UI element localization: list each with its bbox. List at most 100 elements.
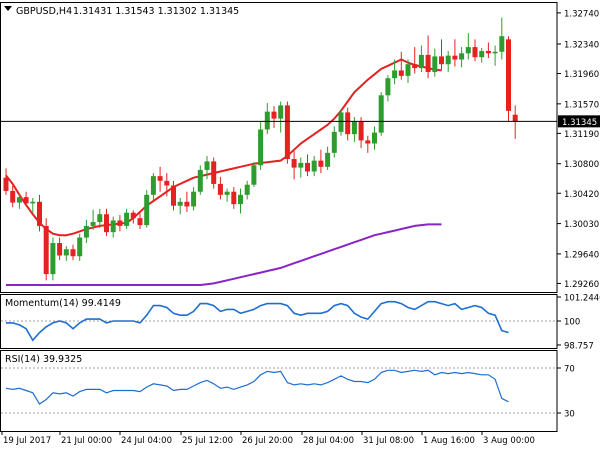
candle-body bbox=[365, 140, 371, 144]
time-axis-label: 25 Jul 12:00 bbox=[182, 436, 233, 446]
candle bbox=[331, 126, 337, 158]
candle-body bbox=[171, 185, 176, 206]
candle-body bbox=[231, 191, 237, 205]
candle bbox=[184, 191, 190, 212]
candle-body bbox=[378, 95, 384, 133]
time-axis-label: 24 Jul 04:00 bbox=[121, 436, 172, 446]
candle bbox=[224, 188, 230, 202]
candle bbox=[392, 59, 398, 85]
price-pane-header: GBPUSD,H4 1.31431 1.31543 1.31302 1.3134… bbox=[4, 6, 239, 17]
candle-body bbox=[3, 177, 9, 191]
candle bbox=[171, 180, 176, 211]
triangle-down-icon bbox=[4, 6, 12, 11]
candle bbox=[418, 45, 424, 72]
candle-body bbox=[506, 39, 511, 111]
candle bbox=[16, 194, 22, 209]
candle bbox=[378, 92, 384, 136]
candle-body bbox=[30, 201, 36, 204]
candle bbox=[164, 173, 170, 197]
candle bbox=[452, 39, 458, 67]
momentum-title: Momentum(14) 99.4149 bbox=[5, 298, 121, 309]
momentum-axis-label: 100 bbox=[564, 318, 580, 328]
candle-body bbox=[10, 190, 16, 203]
moving-average-line-1 bbox=[5, 58, 442, 237]
candle-body bbox=[445, 55, 451, 65]
candle-body bbox=[291, 159, 297, 168]
candle-body bbox=[318, 160, 324, 167]
candle-body bbox=[465, 47, 471, 54]
candle-body bbox=[90, 222, 96, 226]
candle bbox=[439, 39, 444, 71]
price-axis-label: 1.29260 bbox=[564, 280, 599, 290]
time-axis: 19 Jul 2017 21 Jul 00:00 24 Jul 04:00 25 Ju… bbox=[1, 431, 535, 446]
price-axis-label: 1.31190 bbox=[564, 130, 599, 140]
time-axis-label: 3 Aug 00:00 bbox=[483, 436, 535, 446]
candle-body bbox=[137, 218, 143, 226]
candle-body bbox=[284, 105, 290, 160]
candle bbox=[338, 109, 344, 136]
candle-body bbox=[305, 162, 310, 172]
candle-body bbox=[392, 70, 398, 79]
candle-body bbox=[499, 36, 505, 52]
rsi-pane: RSI(14) 39.9325 70 30 bbox=[0, 350, 575, 432]
candle bbox=[298, 157, 304, 178]
candle-body bbox=[432, 56, 438, 72]
candle bbox=[445, 50, 451, 72]
candle-body bbox=[358, 121, 364, 141]
candle-body bbox=[405, 64, 411, 76]
candle-body bbox=[412, 64, 418, 69]
candle-body bbox=[258, 129, 264, 166]
candle bbox=[278, 101, 284, 133]
candle bbox=[499, 17, 505, 60]
time-axis-label: 19 Jul 2017 bbox=[3, 436, 51, 446]
momentum-line bbox=[6, 300, 509, 342]
candle-body bbox=[83, 225, 89, 238]
candle bbox=[311, 155, 317, 177]
candle-body bbox=[150, 176, 156, 195]
candle-body bbox=[77, 237, 83, 257]
candle bbox=[365, 135, 371, 153]
candle-body bbox=[110, 220, 116, 233]
rsi-title: RSI(14) 39.9325 bbox=[5, 354, 82, 365]
candle bbox=[492, 45, 498, 66]
candle-body bbox=[104, 214, 109, 233]
candle bbox=[325, 146, 331, 170]
candle-body bbox=[251, 165, 257, 185]
candle bbox=[244, 180, 250, 200]
momentum-axis-label: 98.757 bbox=[564, 341, 594, 351]
candle-body bbox=[385, 78, 391, 96]
candle bbox=[358, 117, 364, 149]
candle-body bbox=[372, 132, 377, 144]
candle bbox=[177, 197, 183, 215]
candle-body bbox=[479, 50, 485, 58]
candle-body bbox=[144, 194, 150, 226]
candle bbox=[345, 107, 351, 141]
candle-body bbox=[244, 184, 250, 195]
candle bbox=[10, 185, 16, 208]
candle bbox=[37, 194, 42, 232]
candle bbox=[251, 162, 257, 188]
candle-body bbox=[398, 70, 404, 76]
candle bbox=[372, 126, 377, 150]
candle bbox=[284, 101, 290, 164]
candle bbox=[512, 105, 518, 139]
rsi-axis-label: 70 bbox=[564, 365, 575, 375]
price-axis-label: 1.31570 bbox=[564, 100, 599, 110]
time-axis-label: 31 Jul 08:00 bbox=[363, 436, 414, 446]
candle bbox=[264, 103, 270, 135]
rsi-axis-label: 30 bbox=[564, 410, 575, 420]
candle-body bbox=[325, 152, 331, 167]
momentum-axis-label: 101.2446 bbox=[564, 293, 600, 303]
candle-body bbox=[311, 160, 317, 172]
price-axis-label: 1.30800 bbox=[564, 160, 599, 170]
price-axis-label: 1.30030 bbox=[564, 220, 599, 230]
candle-body bbox=[16, 197, 22, 203]
candle bbox=[217, 176, 223, 200]
candle-body bbox=[331, 131, 337, 153]
candle-body bbox=[23, 197, 29, 204]
candle bbox=[271, 106, 277, 128]
candle-body bbox=[177, 201, 183, 206]
candle-body bbox=[418, 54, 424, 69]
candle-body bbox=[130, 212, 136, 219]
candle bbox=[70, 244, 76, 261]
